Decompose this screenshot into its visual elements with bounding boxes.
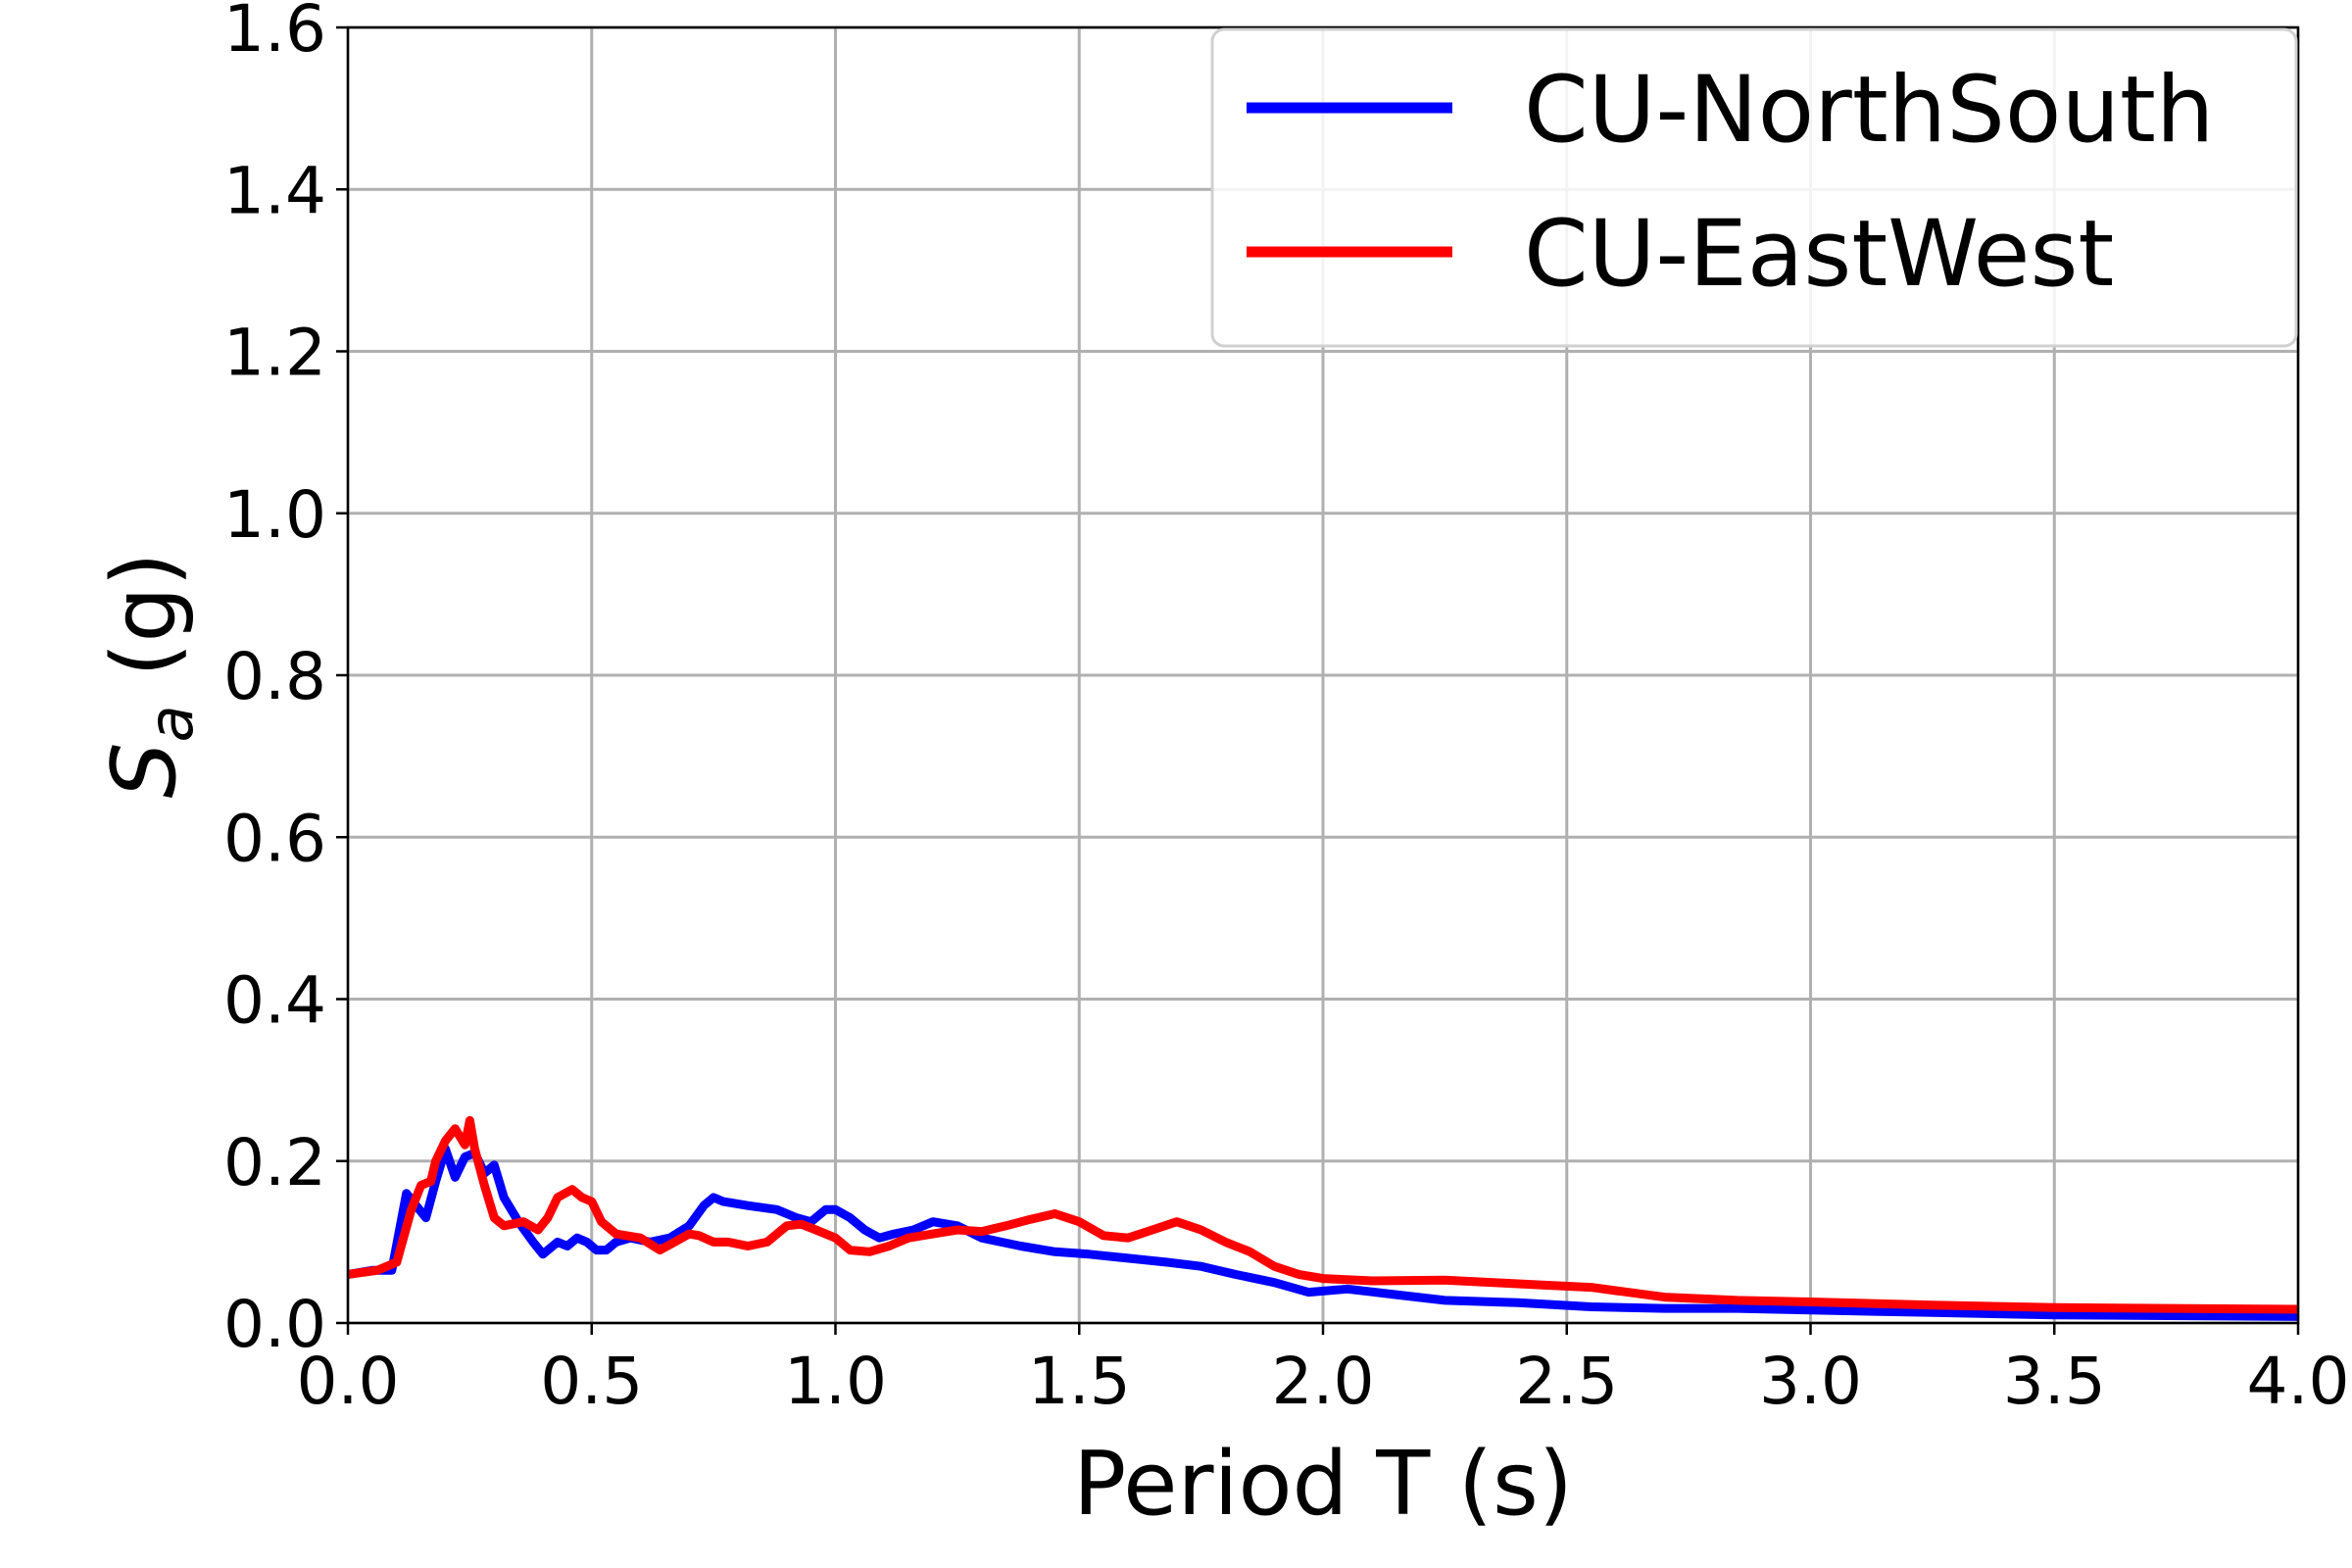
- y-tick-label: 0.8: [223, 639, 326, 714]
- legend-label-northsouth: CU-NorthSouth: [1524, 57, 2214, 164]
- y-axis-title-subscript: a: [135, 705, 207, 742]
- x-tick-label: 1.5: [1028, 1344, 1131, 1419]
- x-tick-label: 3.0: [1759, 1344, 1862, 1419]
- x-tick-label: 1.0: [784, 1344, 887, 1419]
- y-tick-label: 0.2: [223, 1125, 326, 1200]
- y-tick-label: 0.6: [223, 801, 326, 876]
- series-line-eastwest: [347, 1115, 2299, 1314]
- y-tick-label: 0.0: [223, 1287, 326, 1362]
- x-axis-title: Period T (s): [1073, 1433, 1573, 1536]
- y-axis-title-symbol: S: [93, 742, 196, 798]
- y-tick-labels: 0.0 0.2 0.4 0.6 0.8 1.0 1.2 1.4 1.6: [223, 0, 326, 1362]
- x-tick-label: 2.5: [1515, 1344, 1618, 1419]
- legend-label-eastwest: CU-EastWest: [1524, 201, 2114, 308]
- x-tick-label: 4.0: [2247, 1344, 2350, 1419]
- y-axis-title: Sa (g): [93, 552, 207, 798]
- y-tick-label: 1.0: [223, 477, 326, 553]
- series-lines: [347, 1115, 2299, 1321]
- y-tick-label: 1.4: [223, 153, 326, 228]
- x-tick-label: 2.0: [1272, 1344, 1375, 1419]
- axis-ticks: [336, 25, 2300, 1335]
- x-tick-label: 0.0: [297, 1344, 400, 1419]
- x-tick-label: 0.5: [540, 1344, 643, 1419]
- y-tick-label: 1.2: [223, 316, 326, 391]
- legend-box: [1210, 27, 2298, 348]
- x-tick-label: 3.5: [2003, 1344, 2106, 1419]
- legend: CU-NorthSouth CU-EastWest: [1210, 27, 2298, 348]
- y-tick-label: 0.4: [223, 963, 326, 1039]
- y-tick-label: 1.6: [223, 0, 326, 67]
- x-tick-labels: 0.0 0.5 1.0 1.5 2.0 2.5 3.0 3.5 4.0: [297, 1344, 2350, 1419]
- y-axis-title-unit: (g): [93, 552, 196, 705]
